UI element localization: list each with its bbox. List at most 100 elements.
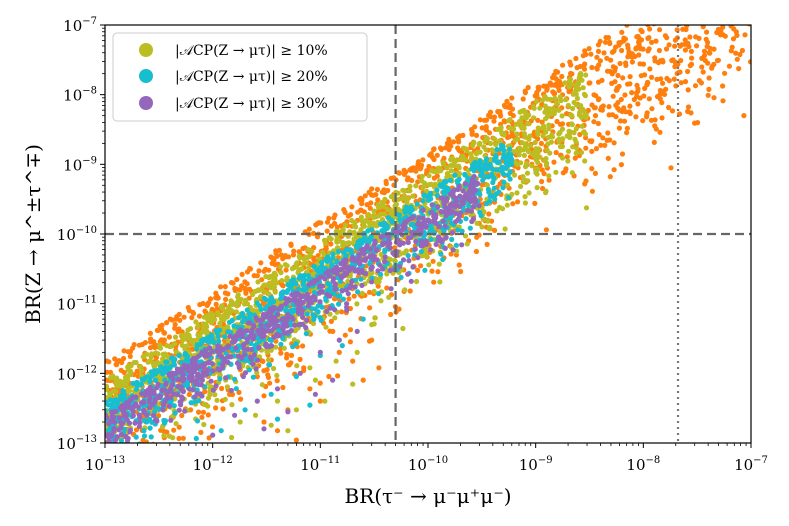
point-all: [147, 330, 153, 336]
point-acp10: [426, 173, 432, 179]
point-all: [360, 377, 366, 383]
point-acp10: [222, 396, 228, 402]
point-acp30: [109, 413, 115, 420]
point-all: [646, 46, 652, 52]
point-acp10: [545, 141, 551, 147]
point-all: [374, 186, 380, 193]
point-all: [739, 47, 746, 54]
point-all: [670, 15, 675, 20]
point-all: [734, 32, 740, 39]
point-all: [172, 321, 178, 328]
point-acp30: [433, 241, 439, 247]
point-all: [515, 199, 521, 205]
point-acp20: [421, 192, 427, 198]
point-acp10: [444, 165, 450, 171]
point-all: [646, 96, 652, 102]
point-all: [486, 112, 492, 118]
point-all: [691, 5, 696, 10]
point-all: [574, 65, 580, 71]
point-acp20: [493, 154, 499, 160]
point-acp30: [265, 314, 271, 320]
point-acp20: [280, 335, 286, 341]
point-acp10: [307, 252, 313, 258]
point-all: [106, 359, 112, 365]
point-acp30: [442, 209, 448, 215]
point-acp30: [470, 204, 477, 210]
point-acp20: [506, 194, 512, 201]
point-acp30: [317, 299, 323, 305]
point-acp30: [276, 332, 283, 338]
point-acp20: [440, 256, 446, 263]
point-all: [704, 0, 709, 1]
point-acp30: [368, 246, 374, 252]
point-all: [127, 349, 133, 355]
point-acp10: [119, 471, 124, 476]
point-all: [368, 200, 374, 206]
point-all: [134, 488, 139, 493]
point-all: [112, 356, 118, 362]
point-acp30: [157, 394, 163, 401]
point-all: [567, 59, 573, 65]
point-acp20: [494, 167, 500, 173]
point-acp10: [108, 374, 114, 380]
point-acp20: [257, 338, 263, 345]
point-acp10: [556, 107, 562, 113]
point-all: [594, 54, 600, 60]
point-acp30: [292, 293, 298, 299]
point-acp20: [266, 362, 273, 368]
point-acp30: [270, 306, 276, 312]
point-all: [429, 268, 435, 274]
point-all: [290, 252, 297, 258]
point-acp10: [278, 270, 284, 276]
point-all: [415, 267, 421, 273]
point-all: [731, 18, 736, 23]
point-all: [434, 152, 440, 158]
point-all: [539, 119, 545, 125]
point-acp10: [543, 190, 549, 196]
point-all: [573, 55, 579, 62]
point-acp10: [559, 155, 566, 161]
point-acp20: [147, 377, 153, 383]
point-acp10: [580, 85, 586, 91]
point-acp10: [346, 240, 352, 246]
point-acp10: [105, 385, 108, 392]
point-all: [119, 445, 124, 450]
point-acp30: [200, 369, 206, 375]
point-acp10: [123, 381, 129, 387]
point-acp30: [314, 277, 320, 283]
point-acp10: [169, 343, 175, 349]
point-all: [677, 7, 682, 12]
point-acp30: [206, 359, 212, 365]
point-acp20: [487, 193, 493, 199]
point-all: [686, 0, 691, 4]
point-acp10: [543, 156, 549, 162]
point-all: [705, 92, 711, 98]
point-acp10: [507, 117, 513, 123]
point-all: [627, 103, 633, 109]
point-acp10: [200, 321, 206, 327]
point-acp10: [540, 133, 546, 139]
point-all: [131, 342, 137, 348]
point-all: [619, 108, 625, 115]
point-all: [688, 110, 694, 116]
point-acp10: [533, 98, 540, 104]
point-acp20: [449, 236, 455, 242]
point-acp20: [494, 146, 500, 153]
point-all: [409, 177, 415, 184]
point-acp30: [279, 316, 285, 323]
point-all: [613, 44, 619, 50]
point-acp10: [401, 195, 407, 201]
point-acp10: [191, 342, 197, 348]
point-all: [236, 389, 242, 395]
point-acp10: [166, 433, 172, 439]
point-acp20: [500, 185, 506, 191]
point-acp10: [535, 166, 541, 172]
legend-label-acp10: |𝒜CP(Z → μτ)| ≥ 10%: [175, 43, 328, 59]
point-acp10: [105, 444, 110, 449]
point-acp30: [420, 215, 426, 222]
point-acp20: [353, 244, 359, 250]
point-acp20: [335, 248, 342, 254]
legend-marker-acp30: [139, 96, 153, 110]
point-acp20: [418, 249, 425, 255]
point-all: [747, 59, 751, 65]
